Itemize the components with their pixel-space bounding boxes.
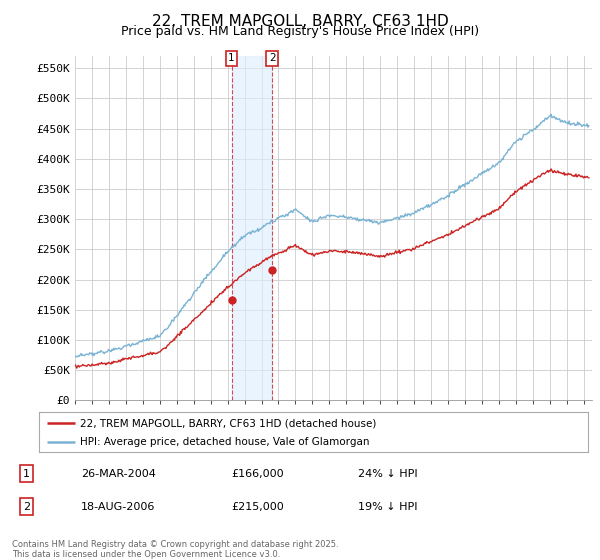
Text: £166,000: £166,000: [231, 469, 284, 479]
Text: 2: 2: [23, 502, 30, 512]
Text: HPI: Average price, detached house, Vale of Glamorgan: HPI: Average price, detached house, Vale…: [80, 437, 370, 447]
Text: 1: 1: [23, 469, 30, 479]
Text: 26-MAR-2004: 26-MAR-2004: [81, 469, 156, 479]
Text: Contains HM Land Registry data © Crown copyright and database right 2025.
This d: Contains HM Land Registry data © Crown c…: [12, 540, 338, 559]
Text: Price paid vs. HM Land Registry's House Price Index (HPI): Price paid vs. HM Land Registry's House …: [121, 25, 479, 38]
Text: 24% ↓ HPI: 24% ↓ HPI: [358, 469, 417, 479]
Text: 19% ↓ HPI: 19% ↓ HPI: [358, 502, 417, 512]
Text: 2: 2: [269, 53, 275, 63]
Text: 22, TREM MAPGOLL, BARRY, CF63 1HD (detached house): 22, TREM MAPGOLL, BARRY, CF63 1HD (detac…: [80, 418, 377, 428]
Bar: [232, 56, 272, 400]
Text: 22, TREM MAPGOLL, BARRY, CF63 1HD: 22, TREM MAPGOLL, BARRY, CF63 1HD: [152, 14, 448, 29]
Text: 18-AUG-2006: 18-AUG-2006: [81, 502, 155, 512]
Text: 1: 1: [228, 53, 235, 63]
Text: £215,000: £215,000: [231, 502, 284, 512]
